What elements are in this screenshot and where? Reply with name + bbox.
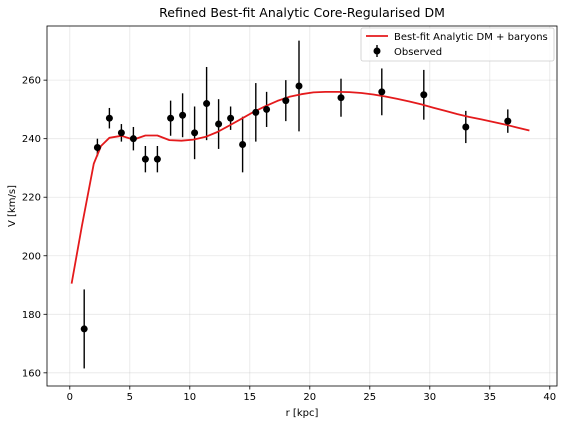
y-tick-label: 220 bbox=[22, 193, 41, 204]
grid-lines bbox=[47, 26, 557, 386]
data-point bbox=[504, 117, 512, 125]
x-tick-label: 30 bbox=[423, 392, 436, 403]
legend-entry-fit: Best-fit Analytic DM + baryons bbox=[394, 32, 548, 43]
data-point bbox=[129, 135, 137, 143]
data-point bbox=[378, 88, 386, 96]
x-axis-label: r [kpc] bbox=[286, 408, 319, 419]
data-point bbox=[153, 155, 161, 163]
x-axis: 0 5 10 15 20 25 30 35 40 bbox=[67, 386, 556, 403]
data-point bbox=[93, 143, 101, 151]
y-tick-label: 160 bbox=[22, 368, 41, 379]
data-point bbox=[117, 129, 125, 137]
x-tick-label: 20 bbox=[303, 392, 316, 403]
chart-title: Refined Best-fit Analytic Core-Regularis… bbox=[159, 5, 445, 20]
x-tick-label: 40 bbox=[543, 392, 556, 403]
data-point bbox=[227, 114, 235, 122]
x-tick-label: 10 bbox=[183, 392, 196, 403]
y-tick-label: 200 bbox=[22, 251, 41, 262]
x-tick-label: 15 bbox=[243, 392, 256, 403]
fit-line bbox=[70, 91, 530, 284]
data-point bbox=[203, 100, 211, 108]
data-point bbox=[282, 97, 290, 105]
y-axis-label: V [km/s] bbox=[7, 185, 18, 227]
data-point bbox=[263, 105, 271, 113]
data-point bbox=[105, 114, 113, 122]
x-tick-label: 25 bbox=[363, 392, 376, 403]
x-tick-label: 5 bbox=[127, 392, 133, 403]
legend-marker-swatch bbox=[373, 47, 381, 55]
data-point bbox=[179, 111, 187, 119]
legend-entry-observed: Observed bbox=[394, 47, 442, 58]
x-tick-label: 0 bbox=[67, 392, 73, 403]
plot-area bbox=[70, 40, 530, 369]
legend: Best-fit Analytic DM + baryons Observed bbox=[360, 27, 555, 62]
data-point bbox=[191, 129, 199, 137]
data-point bbox=[141, 155, 149, 163]
axes-frame bbox=[46, 25, 558, 387]
data-point bbox=[167, 114, 175, 122]
y-tick-label: 260 bbox=[22, 76, 41, 87]
legend-box bbox=[360, 27, 555, 62]
x-tick-label: 35 bbox=[483, 392, 496, 403]
data-point bbox=[80, 325, 88, 333]
data-point bbox=[337, 94, 345, 102]
y-tick-label: 180 bbox=[22, 310, 41, 321]
y-tick-label: 240 bbox=[22, 134, 41, 145]
data-point bbox=[252, 108, 260, 116]
data-point bbox=[420, 91, 428, 99]
y-axis: 160 180 200 220 240 260 bbox=[22, 76, 47, 379]
data-point bbox=[215, 120, 223, 128]
data-point bbox=[295, 82, 303, 90]
data-point bbox=[239, 141, 247, 149]
data-point bbox=[462, 123, 470, 131]
